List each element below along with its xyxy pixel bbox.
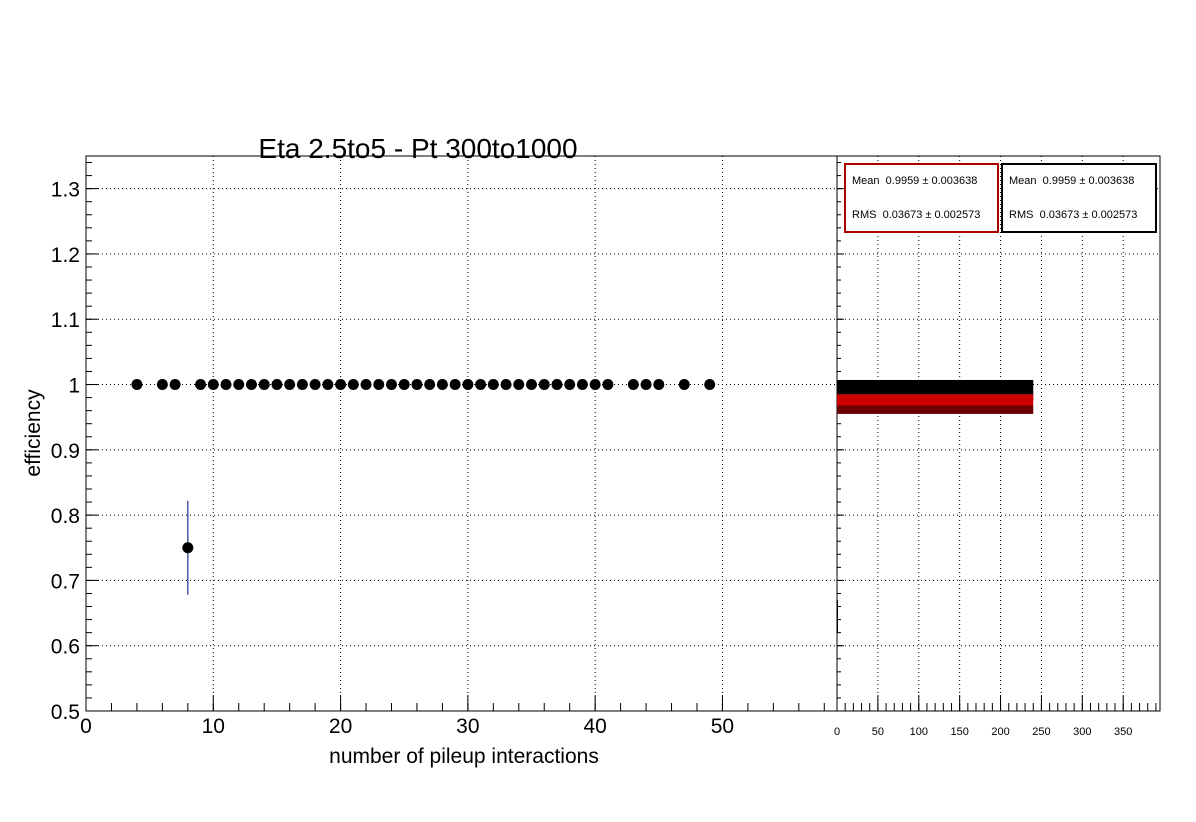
stats-mean-label: Mean — [852, 175, 880, 187]
data-point — [602, 379, 614, 391]
data-point — [271, 379, 283, 391]
x-tick-label: 10 — [202, 715, 225, 738]
data-point — [258, 379, 270, 391]
data-point — [245, 379, 257, 391]
data-point — [169, 379, 181, 391]
y-axis-label: efficiency — [22, 389, 45, 477]
side-x-tick-label: 50 — [872, 726, 884, 738]
x-tick-label: 20 — [329, 715, 352, 738]
histogram-bar — [837, 405, 1034, 414]
y-tick-label: 0.5 — [51, 701, 80, 724]
data-point — [373, 379, 385, 391]
data-point — [322, 379, 334, 391]
side-axis-ticks — [836, 162, 1157, 712]
data-point — [195, 379, 207, 391]
stats-rms-value: 0.03673 ± 0.002573 — [882, 209, 981, 221]
data-point — [653, 379, 665, 391]
y-tick-label: 1 — [68, 375, 80, 398]
main-tick-labels: 0.5 0.6 0.7 0.8 0.9 1 1.1 1.2 1.3 0 10 20 30 40 50 — [51, 179, 734, 738]
main-grid — [86, 156, 837, 711]
data-point — [513, 379, 525, 391]
stats-rms-label: RMS — [1009, 209, 1034, 221]
histogram-bar — [837, 600, 838, 633]
y-tick-label: 0.8 — [51, 505, 80, 528]
data-point — [347, 379, 359, 391]
data-point — [207, 379, 219, 391]
data-point — [576, 379, 588, 391]
data-point — [551, 379, 563, 391]
chart-title: Eta 2.5to5 - Pt 300to1000 — [258, 133, 577, 164]
side-x-tick-label: 300 — [1073, 726, 1091, 738]
data-point — [487, 379, 499, 391]
stats-mean-label: Mean — [1009, 175, 1037, 187]
data-point — [220, 379, 232, 391]
histogram-bar — [837, 379, 1034, 395]
stats-mean-value: 0.9959 ± 0.003638 — [1042, 175, 1135, 187]
data-point — [436, 379, 448, 391]
data-point — [678, 379, 690, 391]
data-point — [296, 379, 308, 391]
x-tick-label: 0 — [80, 715, 92, 738]
data-point — [131, 379, 143, 391]
data-point — [284, 379, 296, 391]
data-point — [385, 379, 397, 391]
data-point — [449, 379, 461, 391]
side-x-tick-label: 100 — [910, 726, 928, 738]
histogram-bar — [837, 394, 1034, 408]
side-x-tick-label: 200 — [991, 726, 1009, 738]
x-tick-label: 40 — [583, 715, 606, 738]
data-point — [704, 379, 716, 391]
stats-mean-value: 0.9959 ± 0.003638 — [885, 175, 978, 187]
x-tick-label: 30 — [456, 715, 479, 738]
stats-rms-value: 0.03673 ± 0.002573 — [1039, 209, 1138, 221]
y-tick-label: 1.3 — [51, 179, 80, 202]
side-tick-labels: 0 50 100 150 200 250 300 350 — [834, 726, 1132, 738]
main-axis-ticks — [85, 162, 825, 712]
side-x-tick-label: 350 — [1114, 726, 1132, 738]
data-point — [526, 379, 538, 391]
data-point — [335, 379, 347, 391]
data-point — [424, 379, 436, 391]
data-point — [398, 379, 410, 391]
side-x-tick-label: 150 — [950, 726, 968, 738]
data-point — [156, 379, 168, 391]
data-point — [360, 379, 372, 391]
x-tick-label: 50 — [711, 715, 734, 738]
y-tick-label: 1.2 — [51, 244, 80, 267]
data-point — [627, 379, 639, 391]
data-point — [564, 379, 576, 391]
y-tick-label: 0.9 — [51, 440, 80, 463]
data-point — [182, 542, 194, 554]
main-plot-frame — [85, 155, 838, 712]
data-point — [462, 379, 474, 391]
data-point — [233, 379, 245, 391]
data-point — [411, 379, 423, 391]
data-point — [475, 379, 487, 391]
side-x-tick-label: 250 — [1032, 726, 1050, 738]
stats-box-black: Mean 0.9959 ± 0.003638 RMS 0.03673 ± 0.0… — [1001, 163, 1157, 233]
data-point — [640, 379, 652, 391]
side-grid — [837, 156, 1160, 711]
side-histogram — [837, 379, 1034, 633]
stats-box-red: Mean 0.9959 ± 0.003638 RMS 0.03673 ± 0.0… — [844, 163, 999, 233]
data-points — [131, 379, 716, 595]
y-tick-label: 0.7 — [51, 570, 80, 593]
data-point — [589, 379, 601, 391]
data-point — [538, 379, 550, 391]
data-point — [309, 379, 321, 391]
stats-rms-label: RMS — [852, 209, 877, 221]
data-point — [500, 379, 512, 391]
y-tick-label: 1.1 — [51, 309, 80, 332]
y-tick-label: 0.6 — [51, 636, 80, 659]
side-plot-frame — [836, 155, 1161, 712]
side-x-tick-label: 0 — [834, 726, 840, 738]
x-axis-label: number of pileup interactions — [329, 745, 599, 768]
